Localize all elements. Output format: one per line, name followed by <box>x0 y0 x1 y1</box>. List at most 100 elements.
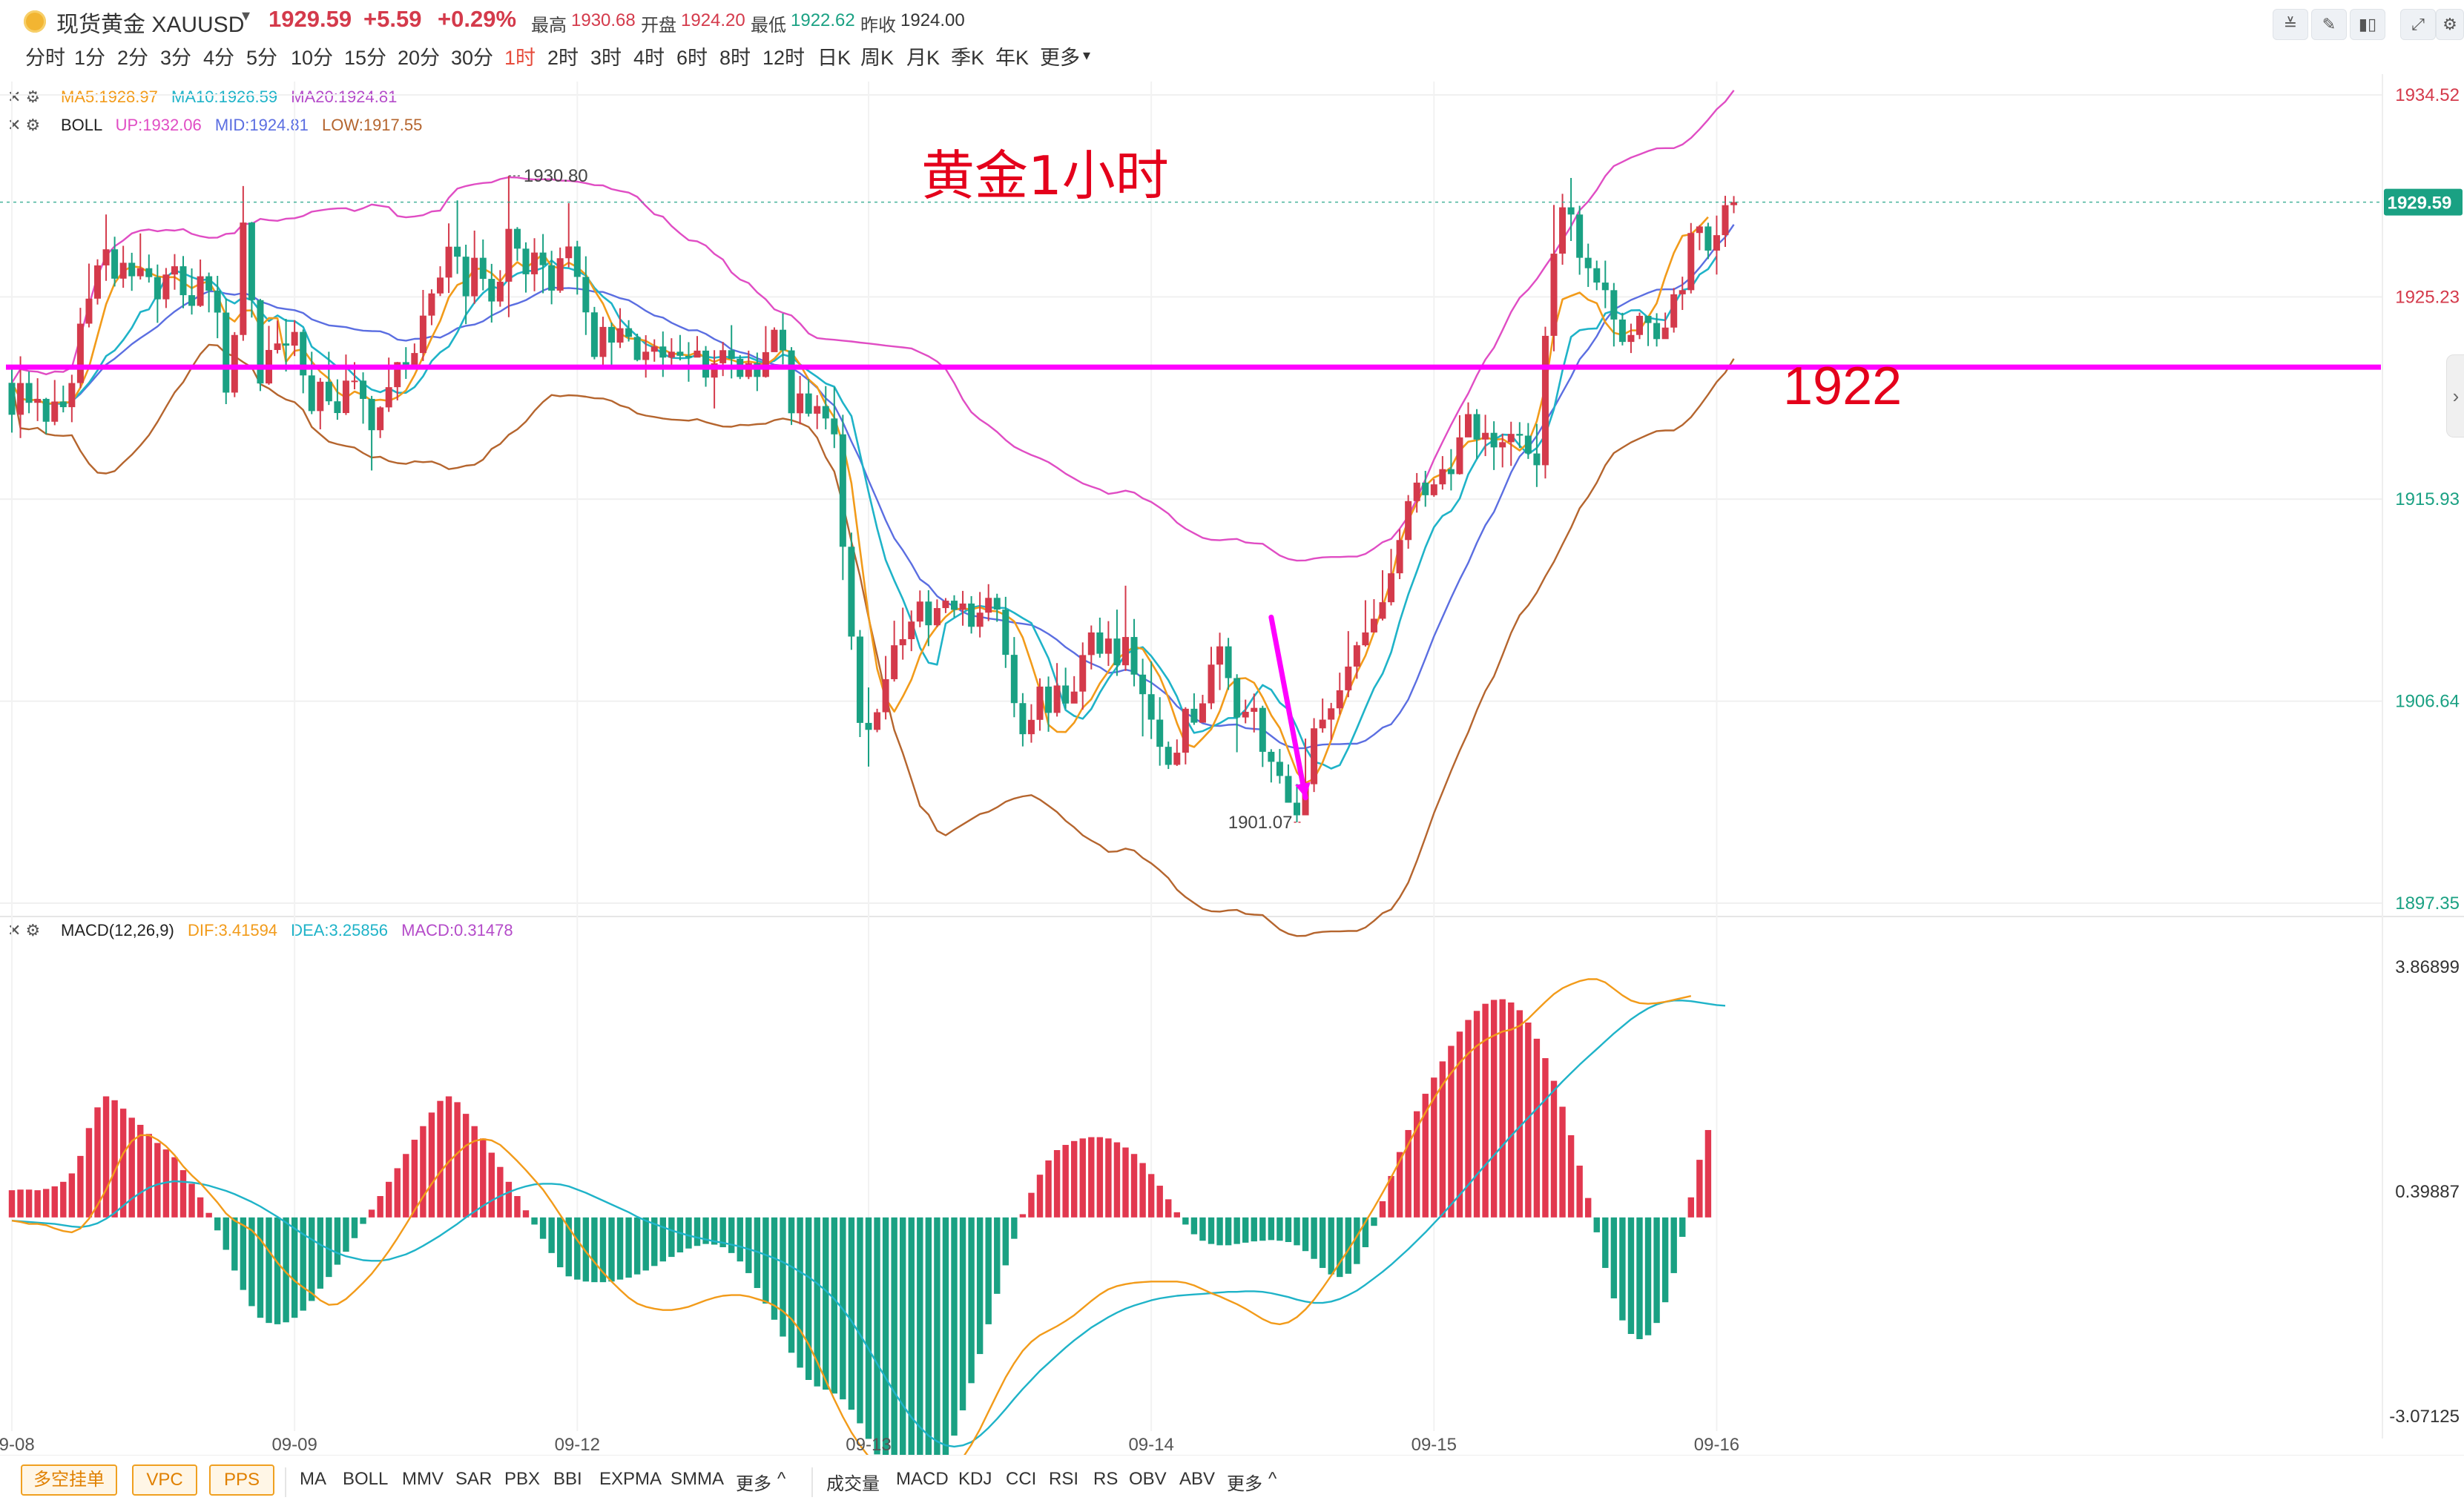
candle-body <box>34 398 42 403</box>
period-tab[interactable]: 日K <box>817 47 851 69</box>
period-tab[interactable]: 2分 <box>117 47 149 69</box>
indicator-more[interactable]: 更多 <box>736 1474 771 1494</box>
period-tab[interactable]: 4时 <box>633 47 665 69</box>
sub-indicator-tab[interactable]: KDJ <box>958 1469 992 1489</box>
period-tab[interactable]: 8时 <box>719 47 751 69</box>
price-axis-label: 1925.23 <box>2395 287 2460 307</box>
candle-body <box>85 298 93 324</box>
last-price: 1929.59 <box>269 6 352 32</box>
low-label: 最低 <box>751 16 786 36</box>
candle-body <box>1679 290 1686 294</box>
ma-controls[interactable]: ✕ ⚙ <box>7 87 41 106</box>
axes: 1934.52 1925.23 1915.93 1906.64 1897.35 3.868… <box>0 85 2463 1455</box>
sub-indicator-tab[interactable]: RSI <box>1049 1469 1079 1489</box>
side-panel-toggle[interactable]: › <box>2446 354 2464 437</box>
candle-style-icon[interactable]: ▮▯ <box>2350 9 2385 40</box>
macd-histogram-bar <box>1593 1217 1600 1232</box>
candle-body <box>119 262 127 279</box>
macd-histogram-bar <box>1696 1160 1703 1218</box>
period-tab[interactable]: 年K <box>995 47 1030 69</box>
indicator-tab[interactable]: PBX <box>504 1469 541 1489</box>
indicator-tab[interactable]: MMV <box>402 1469 444 1489</box>
macd-histogram-bar <box>1525 1023 1532 1218</box>
candle-body <box>668 351 675 358</box>
candle-body <box>205 276 213 291</box>
chart-type-icon[interactable]: ≚ <box>2273 9 2308 40</box>
chevron-up-icon[interactable]: ^ <box>1268 1469 1277 1489</box>
macd-histogram-bar <box>531 1217 538 1225</box>
macd-histogram-bar <box>942 1217 949 1455</box>
period-more[interactable]: 更多 <box>1040 47 1080 69</box>
fullscreen-icon[interactable]: ⤢ <box>2400 9 2436 40</box>
sub-indicator-more[interactable]: 更多 <box>1227 1474 1262 1494</box>
period-tab[interactable]: 月K <box>906 47 941 69</box>
down-arrow-head <box>1295 782 1311 798</box>
period-tab[interactable]: 分时 <box>25 47 65 69</box>
candlestick-chart[interactable]: 1934.52 1925.23 1915.93 1906.64 1897.35 3.868… <box>0 0 2464 1455</box>
order-book-button[interactable]: 多空挂单 <box>21 1464 117 1496</box>
candle-body <box>1036 686 1044 720</box>
high-label: 最高 <box>531 16 567 36</box>
period-tab[interactable]: 3分 <box>160 47 192 69</box>
period-tab[interactable]: 2时 <box>547 47 579 69</box>
period-tab[interactable]: 周K <box>860 47 895 69</box>
pps-button[interactable]: PPS <box>209 1464 274 1496</box>
ma10-value: MA10:1926.59 <box>171 87 278 106</box>
period-tab[interactable]: 20分 <box>398 47 441 69</box>
period-tab[interactable]: 5分 <box>246 47 278 69</box>
price-axis-label: 1934.52 <box>2395 85 2460 105</box>
sub-indicator-tab[interactable]: ABV <box>1179 1469 1216 1489</box>
candle-body <box>1079 655 1087 692</box>
sub-indicator-tab[interactable]: 成交量 <box>826 1474 880 1494</box>
chevron-up-icon[interactable]: ^ <box>777 1469 786 1489</box>
candle-body <box>179 266 187 296</box>
boll-controls[interactable]: ✕ ⚙ <box>7 116 41 134</box>
macd-histogram-bar <box>882 1217 889 1455</box>
period-tab[interactable]: 30分 <box>451 47 494 69</box>
macd-histogram-bar <box>968 1217 975 1384</box>
macd-histogram-bar <box>25 1189 33 1218</box>
candle-body <box>274 343 281 350</box>
chevron-down-icon[interactable]: ▾ <box>242 6 251 24</box>
candle-body <box>471 257 478 297</box>
sub-indicator-tab[interactable]: CCI <box>1006 1469 1037 1489</box>
sub-indicator-tab[interactable]: RS <box>1093 1469 1119 1489</box>
candle-body <box>642 351 650 360</box>
period-tab[interactable]: 4分 <box>203 47 235 69</box>
period-tab[interactable]: 6时 <box>676 47 708 69</box>
draw-tool-icon[interactable]: ✎ <box>2311 9 2347 40</box>
boll-mid-line <box>10 224 1735 750</box>
quote-header: 现货黄金 XAUUSD ▾ 1929.59 +5.59 +0.29% 最高 19… <box>0 0 2464 44</box>
indicator-tab[interactable]: MA <box>300 1469 326 1489</box>
candle-body <box>1661 327 1669 340</box>
period-tab[interactable]: 3时 <box>590 47 622 69</box>
symbol-selector[interactable]: 现货黄金 XAUUSD <box>56 13 245 37</box>
macd-histogram-bar <box>754 1217 761 1289</box>
macd-histogram-bar <box>1627 1217 1635 1334</box>
indicator-tab[interactable]: SMMA <box>671 1469 724 1489</box>
period-tab[interactable]: 12时 <box>762 47 806 69</box>
indicator-tab[interactable]: EXPMA <box>599 1469 662 1489</box>
macd-histogram-bar <box>728 1217 735 1253</box>
macd-histogram-bar <box>1139 1163 1146 1218</box>
indicator-tab[interactable]: BBI <box>553 1469 582 1489</box>
candle-body <box>839 434 846 547</box>
candle-body <box>531 252 538 274</box>
vpc-button[interactable]: VPC <box>132 1464 197 1496</box>
period-tab[interactable]: 15分 <box>344 47 387 69</box>
macd-controls[interactable]: ✕ ⚙ <box>7 921 41 939</box>
macd-histogram-bar <box>719 1217 726 1247</box>
indicator-tab[interactable]: BOLL <box>343 1469 389 1489</box>
macd-histogram-bar <box>616 1217 624 1280</box>
chevron-down-icon[interactable]: ▾ <box>1083 47 1091 64</box>
macd-histogram-bar <box>17 1189 24 1218</box>
period-tab[interactable]: 10分 <box>291 47 334 69</box>
candle-body <box>1422 482 1429 495</box>
indicator-tab[interactable]: SAR <box>455 1469 493 1489</box>
candle-body <box>1251 707 1258 712</box>
sub-indicator-tab[interactable]: MACD <box>896 1469 949 1489</box>
sub-indicator-tab[interactable]: OBV <box>1129 1469 1167 1489</box>
period-tab-active[interactable]: 1时 <box>504 47 536 69</box>
period-tab[interactable]: 1分 <box>74 47 106 69</box>
period-tab[interactable]: 季K <box>951 47 985 69</box>
